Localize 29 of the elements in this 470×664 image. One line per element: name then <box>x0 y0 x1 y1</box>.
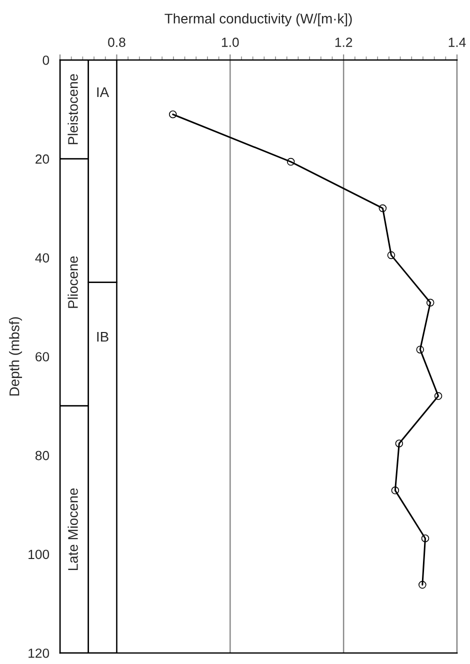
y-tick-label: 20 <box>36 154 50 164</box>
point <box>434 392 442 400</box>
point <box>395 440 404 448</box>
point <box>378 204 387 212</box>
y-tick-label: 60 <box>36 352 50 362</box>
band-label: Pliocene <box>68 256 78 308</box>
point <box>286 158 295 166</box>
point <box>426 298 434 307</box>
band-label: Pleistocene <box>68 74 78 144</box>
y-tick-label: 100 <box>28 550 50 560</box>
x-axis-title: Thermal conductivity (W/[m·k]) <box>164 13 352 26</box>
band-label: Late Miocene <box>68 488 78 570</box>
band-label: IA <box>97 87 110 97</box>
point <box>416 346 424 354</box>
y-axis-title: Depth (mbsf) <box>9 317 22 396</box>
y-tick-label: 80 <box>35 450 50 460</box>
point <box>418 580 426 589</box>
point <box>421 534 430 542</box>
point <box>168 110 177 118</box>
point <box>391 486 400 494</box>
x-tick-label: 1.0 <box>222 38 239 47</box>
y-tick-label: 0 <box>42 56 50 65</box>
y-tick-label: 40 <box>35 253 50 263</box>
x-tick-label: 0.8 <box>108 38 126 47</box>
y-tick-label: 120 <box>28 648 50 658</box>
band-label: IB <box>97 332 108 342</box>
point <box>387 251 396 260</box>
x-tick-label: 1.4 <box>448 38 466 47</box>
x-tick-label: 1.2 <box>335 38 352 47</box>
